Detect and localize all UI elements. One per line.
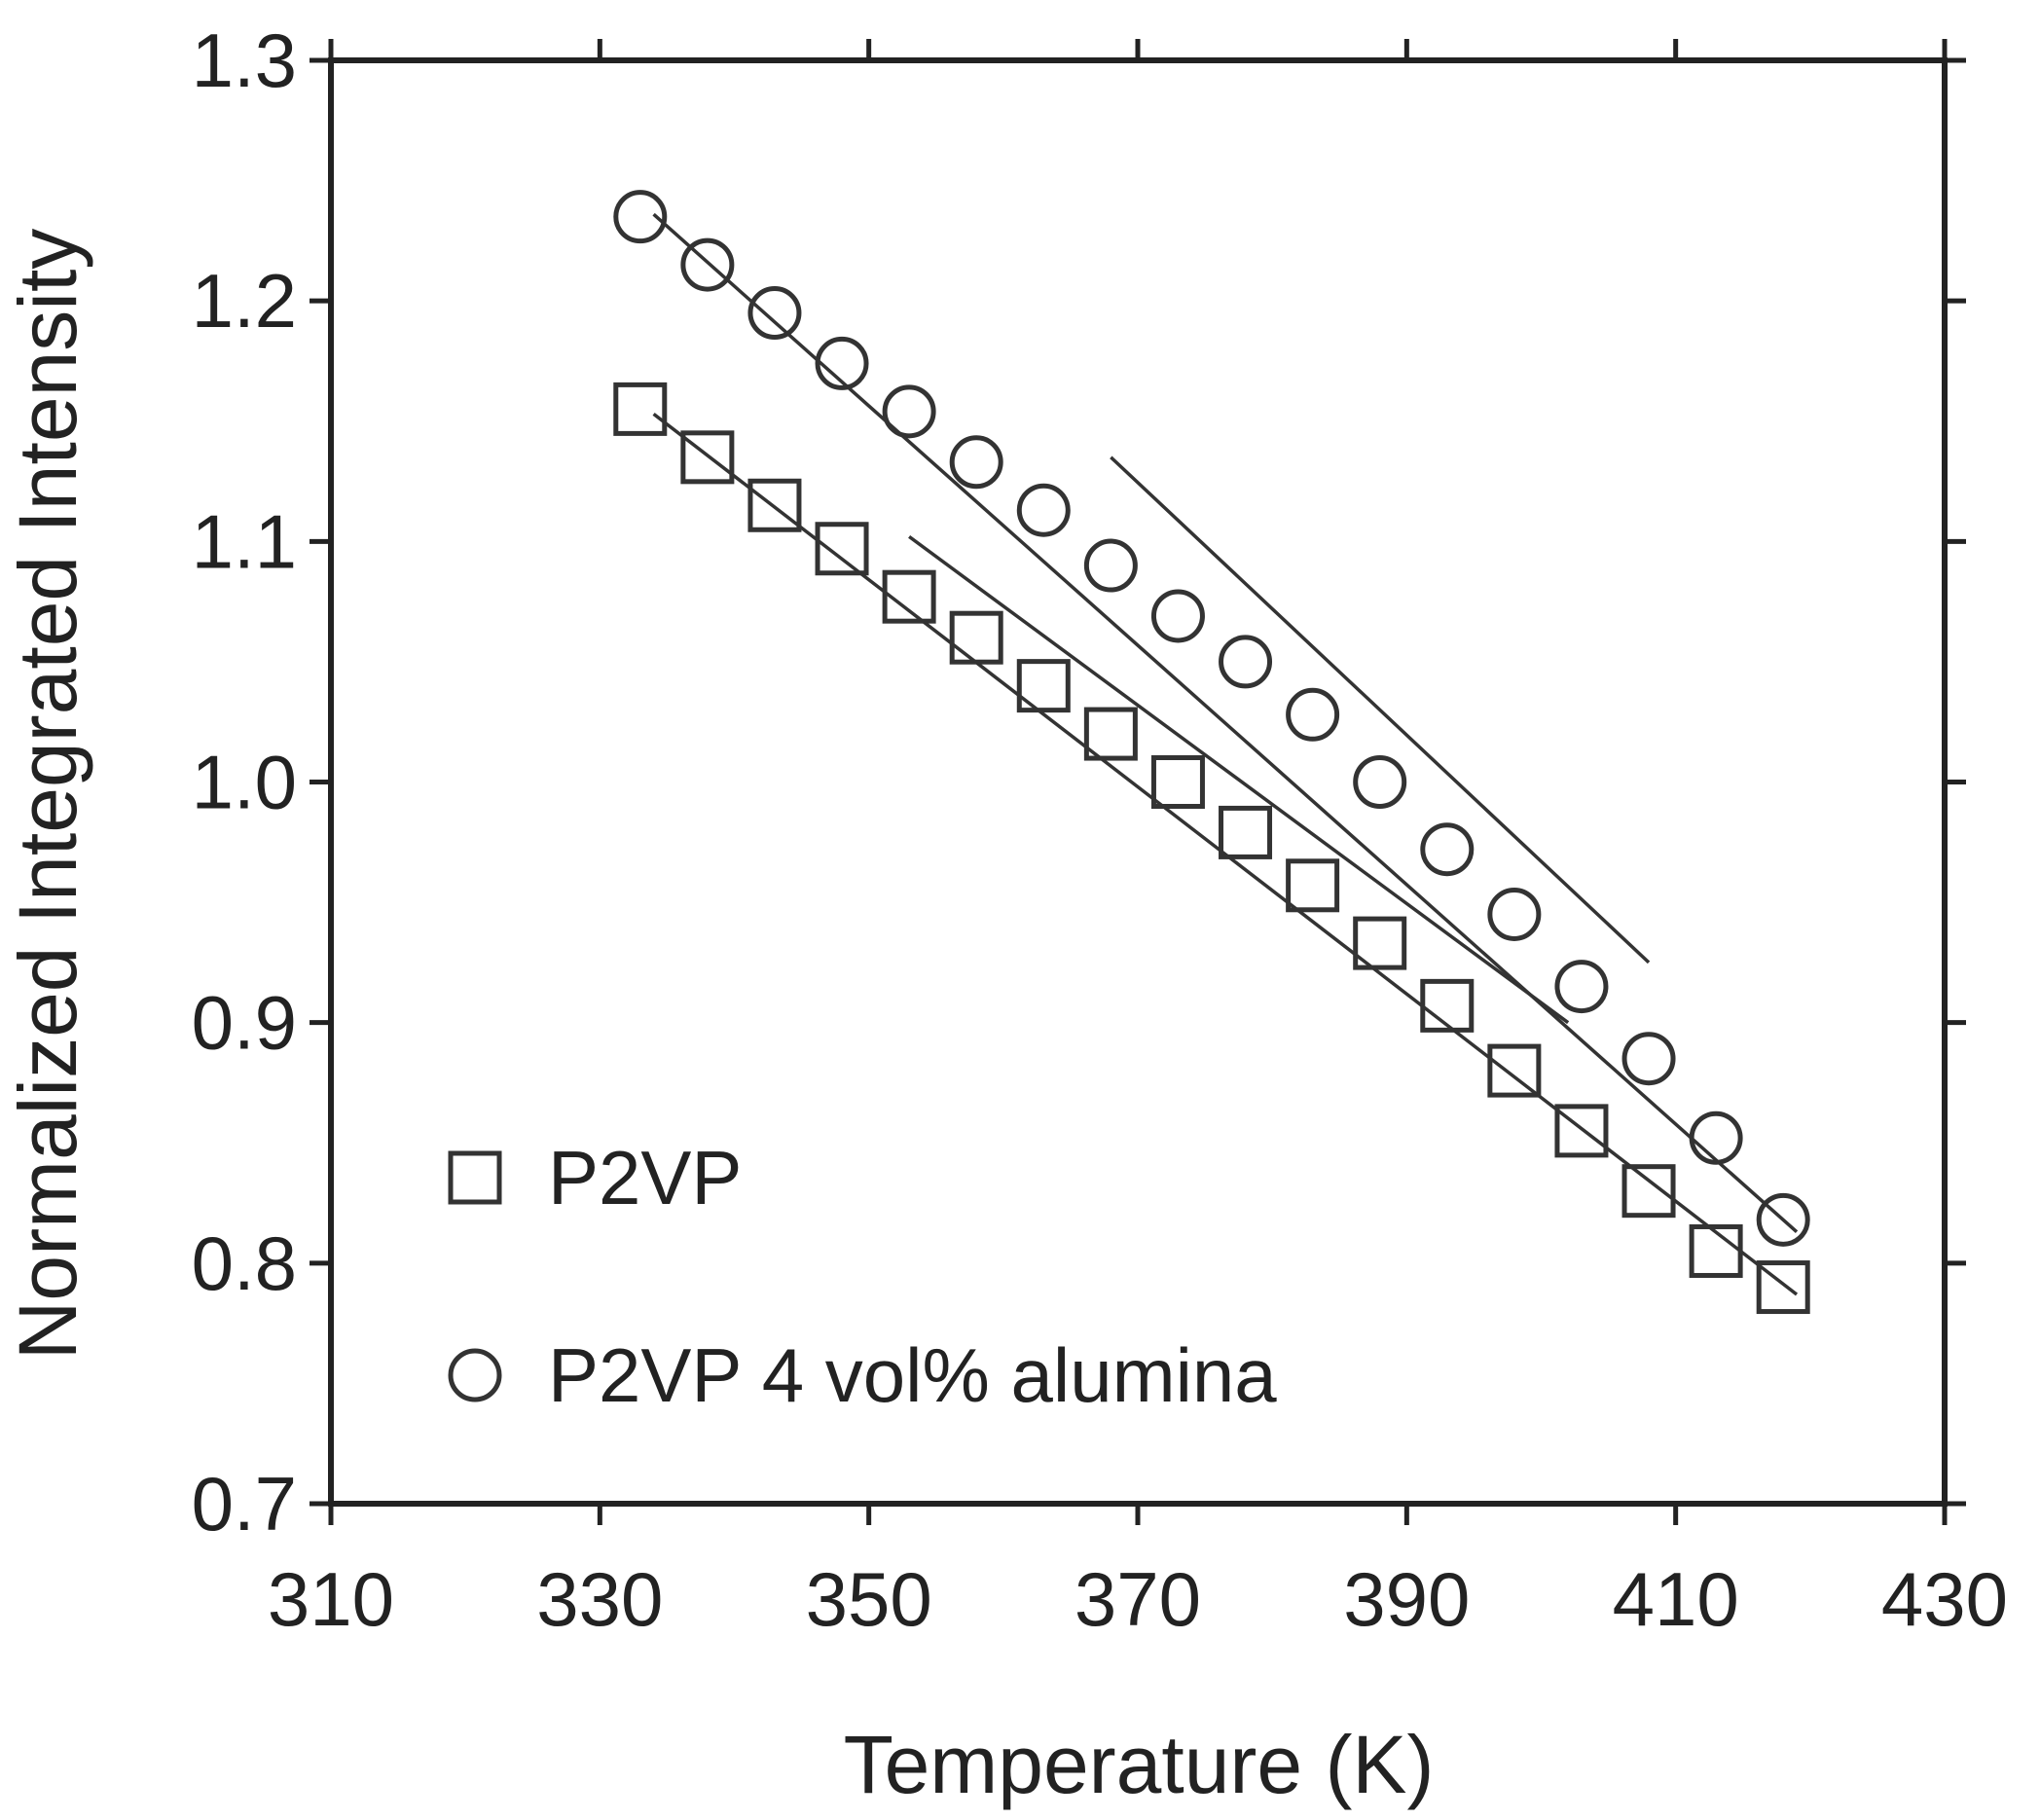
series-circle [613, 190, 1810, 1247]
data-point-square [1353, 916, 1407, 970]
x-tick-label: 370 [1075, 1556, 1201, 1642]
data-point-square [1286, 858, 1340, 913]
data-point-circle [1150, 589, 1205, 643]
data-point-circle [1219, 635, 1273, 689]
data-point-square [1083, 707, 1138, 761]
data-point-circle [747, 286, 802, 341]
plot-frame [328, 57, 1948, 1507]
x-axis-title: Temperature (K) [844, 1719, 1435, 1810]
fit-lines [652, 212, 1799, 1296]
legend-marker-square [448, 1150, 502, 1205]
y-tick-label: 1.1 [192, 498, 297, 584]
data-point-circle [1621, 1032, 1676, 1086]
y-tick-label: 1.2 [192, 258, 297, 344]
data-point-circle [1756, 1192, 1810, 1247]
legend: P2VP P2VP 4 vol% alumina [448, 1135, 1277, 1418]
fit-line [1110, 455, 1651, 965]
data-point-square [1554, 1104, 1609, 1158]
y-tick-label: 0.8 [192, 1220, 297, 1306]
data-point-square [1420, 978, 1475, 1033]
y-tick-label: 0.9 [192, 980, 297, 1066]
data-point-square [1016, 659, 1071, 713]
data-point-square [949, 610, 1003, 665]
x-tick-label: 430 [1881, 1556, 2008, 1642]
data-point-circle [1016, 483, 1071, 537]
data-markers [613, 190, 1810, 1315]
axis-ticks [310, 39, 1966, 1525]
legend-marker-circle [448, 1348, 502, 1402]
data-point-circle [680, 237, 735, 292]
data-point-circle [613, 190, 668, 244]
data-point-circle [1487, 887, 1542, 941]
data-point-circle [1554, 960, 1609, 1014]
y-tick-label: 1.3 [192, 18, 297, 103]
data-point-square [1689, 1223, 1743, 1278]
y-axis-title: Normalized Integrated Intensity [2, 229, 93, 1361]
data-point-square [747, 478, 802, 532]
data-point-circle [949, 435, 1003, 490]
data-point-square [882, 569, 936, 624]
data-point-circle [1353, 755, 1407, 809]
data-point-square [1219, 805, 1273, 859]
x-tick-label: 410 [1613, 1556, 1739, 1642]
data-point-circle [1689, 1110, 1743, 1165]
fit-line [652, 212, 1799, 1234]
y-tick-label: 1.0 [192, 740, 297, 825]
tick-labels: 310 330 350 370 390 410 430 0.7 0.8 0.9 1.0 1.1 1.2 1… [192, 18, 2009, 1642]
data-point-square [1621, 1164, 1676, 1219]
data-point-square [680, 430, 735, 485]
data-point-square [1756, 1260, 1810, 1315]
fit-line [652, 412, 1799, 1296]
series-square [613, 382, 1810, 1315]
x-tick-label: 330 [536, 1556, 663, 1642]
fit-line [908, 534, 1570, 1025]
data-point-circle [815, 336, 869, 390]
x-tick-label: 350 [806, 1556, 932, 1642]
x-tick-label: 390 [1343, 1556, 1470, 1642]
x-tick-label: 310 [268, 1556, 394, 1642]
y-tick-label: 0.7 [192, 1461, 297, 1547]
legend-label: P2VP [548, 1135, 742, 1220]
data-point-square [1150, 755, 1205, 809]
data-point-circle [1083, 538, 1138, 593]
data-point-square [613, 382, 668, 436]
data-point-square [1487, 1043, 1542, 1098]
data-point-circle [1286, 687, 1340, 742]
data-point-circle [1420, 822, 1475, 877]
legend-label: P2VP 4 vol% alumina [548, 1332, 1277, 1418]
data-point-circle [882, 384, 936, 439]
data-point-square [815, 522, 869, 576]
